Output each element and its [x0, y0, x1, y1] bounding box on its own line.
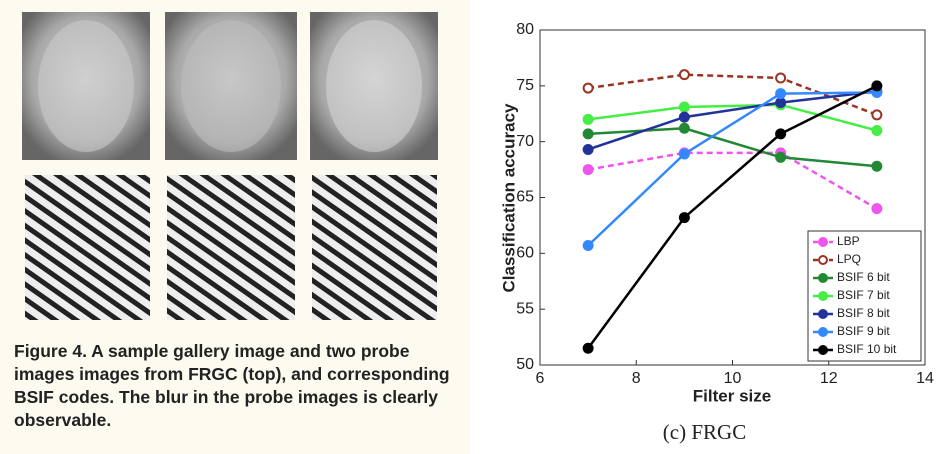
face-images: [22, 12, 438, 320]
legend-label: BSIF 7 bit: [837, 288, 890, 302]
legend-marker: [818, 291, 828, 301]
data-point: [582, 128, 594, 140]
y-tick-label: 55: [516, 300, 534, 317]
series-line: [587, 90, 878, 151]
x-tick-label: 12: [820, 370, 838, 387]
x-tick-label: 8: [632, 370, 641, 387]
data-point: [678, 111, 690, 123]
legend-marker: [818, 255, 828, 265]
series-line: [587, 103, 878, 132]
series-line: [587, 84, 878, 349]
data-point: [582, 342, 594, 354]
data-point: [775, 97, 787, 109]
legend-label: LPQ: [837, 252, 861, 266]
data-point: [678, 148, 690, 160]
x-tick-label: 14: [916, 370, 934, 387]
data-point: [582, 143, 594, 155]
data-point: [871, 203, 883, 215]
legend-label: BSIF 9 bit: [837, 324, 890, 338]
y-tick-label: 60: [516, 245, 534, 262]
legend-marker: [818, 327, 828, 337]
data-point: [582, 240, 594, 252]
data-point: [871, 80, 883, 92]
x-tick-label: 10: [724, 370, 742, 387]
data-point: [775, 128, 787, 140]
series-line: [587, 91, 877, 247]
legend-label: BSIF 10 bit: [837, 342, 897, 356]
legend-marker: [818, 273, 828, 283]
data-point: [775, 88, 787, 100]
data-point: [678, 101, 690, 113]
y-axis-label: Classification accuracy: [499, 103, 518, 293]
data-point: [775, 72, 787, 84]
data-point: [775, 151, 787, 163]
y-tick-label: 65: [516, 189, 534, 206]
legend-label: BSIF 8 bit: [837, 306, 890, 320]
data-point: [582, 113, 594, 125]
legend-marker: [818, 309, 828, 319]
y-tick-label: 75: [516, 77, 534, 94]
legend-label: LBP: [837, 234, 860, 248]
figure-caption: Figure 4. A sample gallery image and two…: [14, 341, 450, 430]
x-tick-label: 6: [536, 370, 545, 387]
x-axis-label: Filter size: [693, 386, 771, 405]
series-line: [587, 151, 878, 210]
data-point: [582, 82, 594, 94]
legend: LBP LPQ BSIF 6 bit BSIF 7 bit BSIF 8 bit BSIF…: [807, 230, 922, 362]
legend-marker: [818, 237, 828, 247]
data-point: [678, 122, 690, 134]
legend-label: BSIF 6 bit: [837, 270, 890, 284]
data-point: [871, 109, 883, 121]
data-point: [678, 69, 690, 81]
data-point: [678, 212, 690, 224]
data-point: [871, 160, 883, 172]
y-tick-label: 70: [516, 133, 534, 150]
legend-marker: [818, 345, 828, 355]
y-tick-label: 80: [516, 21, 534, 38]
series-line: [588, 127, 877, 168]
y-tick-label: 50: [516, 356, 534, 373]
data-point: [871, 125, 883, 136]
data-point: [582, 164, 594, 176]
panel-caption: (c) FRGC: [662, 420, 747, 444]
